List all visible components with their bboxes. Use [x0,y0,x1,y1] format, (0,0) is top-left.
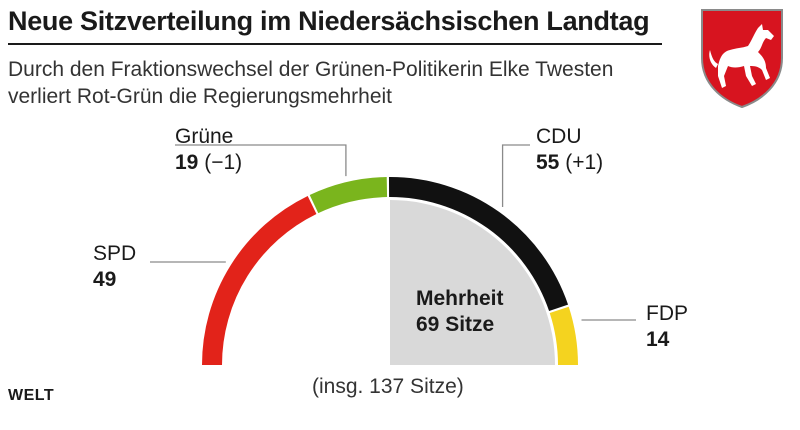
title-block: Neue Sitzverteilung im Niedersächsischen… [8,6,662,45]
subtitle-line-2: verliert Rot-Grün die Regierungsmehrheit [8,85,392,108]
total-seats-note: (insg. 137 Sitze) [312,375,464,398]
arc-segment-fdp [549,306,578,366]
subtitle-line-1: Durch den Fraktionswechsel der Grünen-Po… [8,58,614,81]
party-seats: 55 [536,151,560,174]
party-seats: 49 [93,268,117,291]
majority-area [390,200,555,367]
arc-segment-gruene [309,177,388,214]
majority-line-1: Mehrheit [416,287,504,310]
leader-line-gruene [175,144,347,177]
party-label-fdp: FDP 14 [646,301,688,353]
chart-title: Neue Sitzverteilung im Niedersächsischen… [8,6,662,45]
arc-segment-cdu [388,177,569,312]
majority-line-2: 69 Sitze [416,313,495,336]
arc-segment-spd [202,195,317,366]
source-logo: WELT [8,387,55,404]
party-seats: 19 [175,151,199,174]
party-label-gruene: Grüne 19 (−1) [175,124,242,176]
coat-of-arms-icon [701,9,783,109]
party-label-spd: SPD 49 [93,241,136,293]
party-name: CDU [536,125,582,148]
party-change: (−1) [204,151,243,174]
party-seats: 14 [646,328,670,351]
party-change: (+1) [565,151,604,174]
party-name: FDP [646,302,688,325]
party-name: SPD [93,242,137,265]
party-name: Grüne [175,125,234,148]
chart-subtitle: Durch den Fraktionswechsel der Grünen-Po… [8,56,688,110]
party-label-cdu: CDU 55 (+1) [536,124,603,176]
leader-line-cdu [501,144,530,208]
majority-label: Mehrheit 69 Sitze [416,286,504,338]
